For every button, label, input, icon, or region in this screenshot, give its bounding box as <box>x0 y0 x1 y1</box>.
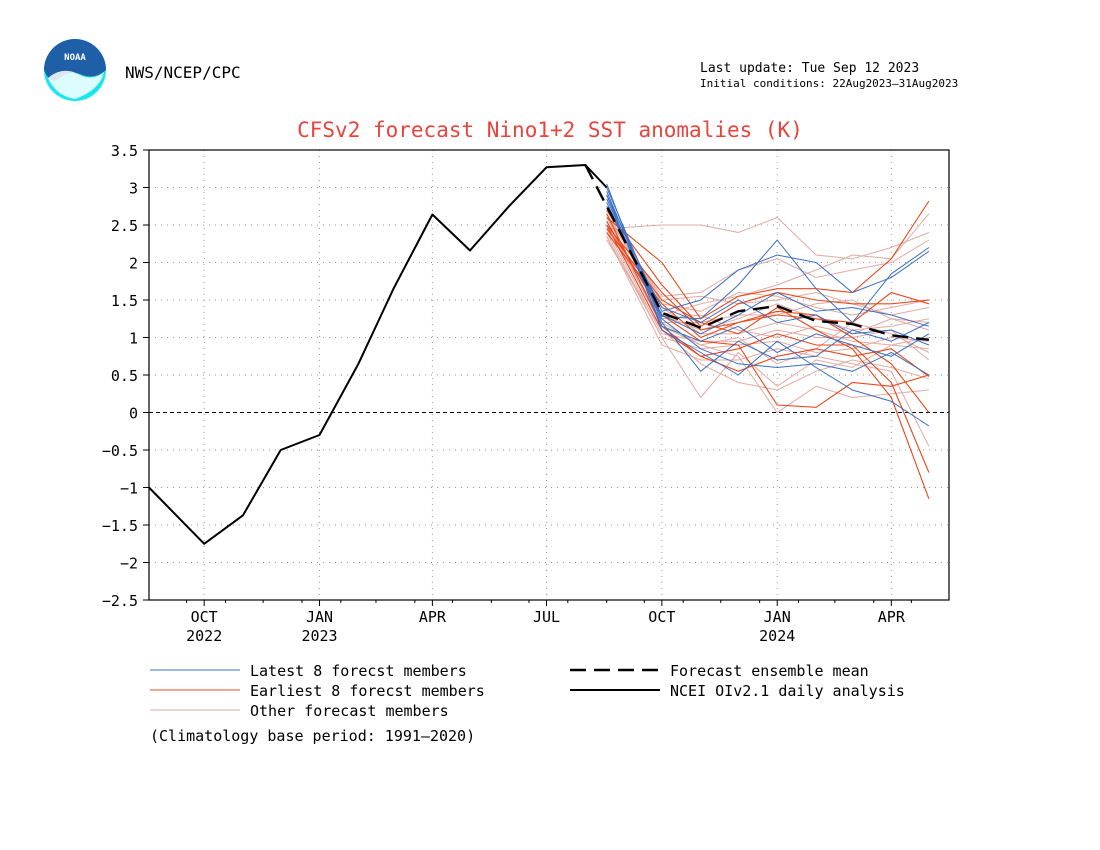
other-member-line <box>606 236 930 447</box>
y-tick-label: 1 <box>129 330 138 348</box>
earliest-member-line <box>606 200 930 320</box>
latest-member-line <box>606 183 930 427</box>
initial-conditions: Initial conditions: 22Aug2023–31Aug2023 <box>700 77 958 90</box>
last-update: Last update: Tue Sep 12 2023 <box>700 61 919 76</box>
y-tick-label: −1.5 <box>102 517 138 535</box>
earliest-member-line <box>606 221 930 408</box>
climatology-note: (Climatology base period: 1991–2020) <box>150 727 475 745</box>
earliest-member-line <box>606 224 930 331</box>
y-tick-label: −1 <box>120 480 138 498</box>
chart-series <box>148 164 930 545</box>
y-tick-marks <box>143 149 149 601</box>
y-tick-label: 2.5 <box>111 217 138 235</box>
y-tick-label: 2 <box>129 255 138 273</box>
latest-member-line <box>606 194 930 312</box>
plot-frame <box>148 149 950 601</box>
y-tick-label: 3 <box>129 180 138 198</box>
chart-title: CFSv2 forecast Nino1+2 SST anomalies (K) <box>297 118 803 142</box>
y-tick-label: −0.5 <box>102 442 138 460</box>
latest-member-line <box>606 202 930 335</box>
other-member-line <box>606 206 929 316</box>
earliest-member-line <box>606 232 930 413</box>
legend-label-mean: Forecast ensemble mean <box>670 662 869 680</box>
legend-label-other: Other forecast members <box>250 702 449 720</box>
other-member-line <box>606 221 929 414</box>
other-member-line <box>606 216 930 260</box>
legend: Latest 8 forecst members Earliest 8 fore… <box>150 662 905 720</box>
earliest-member-line <box>606 213 930 377</box>
x-tick-label: OCT <box>648 608 675 626</box>
noaa-logo-text: NOAA <box>64 53 86 63</box>
noaa-logo-wave <box>44 39 106 81</box>
x-tick-label: JAN <box>306 608 333 626</box>
org-label: NWS/NCEP/CPC <box>125 63 241 82</box>
other-member-line <box>606 209 930 316</box>
noaa-logo: NOAA <box>44 39 106 101</box>
x-tick-year-label: 2023 <box>301 627 337 645</box>
x-tick-label: APR <box>419 608 447 626</box>
y-tick-label: −2.5 <box>102 592 138 610</box>
legend-label-latest: Latest 8 forecst members <box>250 662 467 680</box>
y-tick-label: −2 <box>120 555 138 573</box>
y-tick-label: 0 <box>129 405 138 423</box>
other-member-line <box>606 217 929 331</box>
other-member-line <box>606 224 930 365</box>
earliest-member-line <box>606 228 930 499</box>
other-member-line <box>606 217 930 297</box>
x-tick-year-label: 2024 <box>759 627 795 645</box>
x-tick-label: JUL <box>533 608 560 626</box>
y-tick-label: 0.5 <box>111 367 138 385</box>
legend-label-observed: NCEI OIv2.1 daily analysis <box>670 682 905 700</box>
legend-label-earliest: Earliest 8 forecst members <box>250 682 485 700</box>
y-tick-labels: 3.5 3 2.5 2 1.5 1 0.5 0 −0.5 −1 −1.5 −2 −2.5 <box>102 142 138 610</box>
latest-member-line <box>606 191 930 373</box>
x-tick-year-label: 2022 <box>186 627 222 645</box>
y-tick-label: 1.5 <box>111 292 138 310</box>
x-tick-label: OCT <box>191 608 218 626</box>
y-tick-label: 3.5 <box>111 142 138 160</box>
latest-member-line <box>606 194 930 357</box>
observed-line <box>148 164 608 545</box>
x-tick-label: APR <box>878 608 906 626</box>
ensemble-mean-line <box>584 164 930 341</box>
x-tick-marks <box>186 600 912 606</box>
latest-member-line <box>606 198 930 376</box>
x-tick-label: JAN <box>764 608 791 626</box>
noaa-logo-bird <box>48 70 104 99</box>
